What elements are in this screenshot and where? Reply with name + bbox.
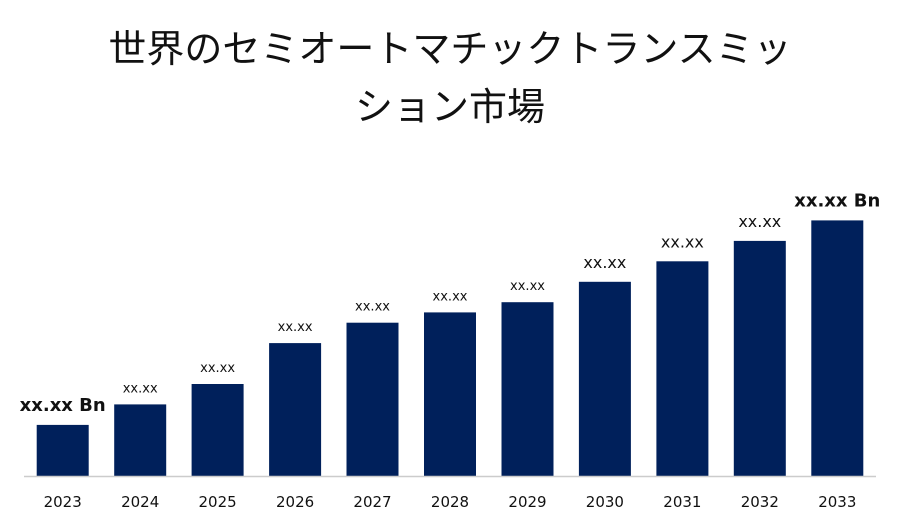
bar-2032 (733, 240, 786, 476)
bar-2023 (36, 424, 89, 476)
x-tick-label-2029: 2029 (508, 493, 546, 511)
chart-title: 世界のセミオートマチックトランスミッ ション市場 (0, 20, 900, 136)
x-tick-label-2031: 2031 (663, 493, 701, 511)
bar-2025 (191, 384, 244, 476)
bar-2028 (424, 312, 476, 476)
bar-2033 (811, 220, 864, 476)
data-label-2027: xx.xx (355, 300, 390, 315)
data-label-2023: xx.xx Bn (20, 395, 106, 416)
bar-2026 (269, 343, 322, 476)
x-tick-label-2033: 2033 (818, 493, 856, 511)
x-tick-label-2026: 2026 (276, 493, 314, 511)
data-label-2024: xx.xx (123, 381, 158, 396)
x-tick-label-2023: 2023 (44, 493, 82, 511)
bar-2031 (656, 261, 709, 476)
x-tick-label-2027: 2027 (353, 493, 391, 511)
chart-title-line-1: 世界のセミオートマチックトランスミッ (108, 27, 792, 71)
data-label-2028: xx.xx (433, 289, 468, 304)
bar-2024 (114, 404, 167, 476)
data-label-2029: xx.xx (510, 279, 545, 294)
bar-2030 (578, 281, 631, 476)
data-label-2025: xx.xx (200, 361, 235, 376)
data-label-2032: xx.xx (738, 212, 781, 231)
bar-2029 (501, 302, 554, 476)
data-label-2033: xx.xx Bn (794, 190, 880, 211)
data-label-2026: xx.xx (278, 320, 313, 335)
x-tick-label-2032: 2032 (741, 493, 779, 511)
x-tick-label-2025: 2025 (199, 493, 237, 511)
x-tick-label-2024: 2024 (121, 493, 159, 511)
x-tick-label-2030: 2030 (586, 493, 624, 511)
bar-2027 (346, 322, 399, 476)
chart-title-line-2: ション市場 (354, 85, 545, 129)
x-tick-label-2028: 2028 (431, 493, 469, 511)
data-label-2030: xx.xx (583, 253, 626, 272)
data-label-2031: xx.xx (661, 232, 704, 251)
